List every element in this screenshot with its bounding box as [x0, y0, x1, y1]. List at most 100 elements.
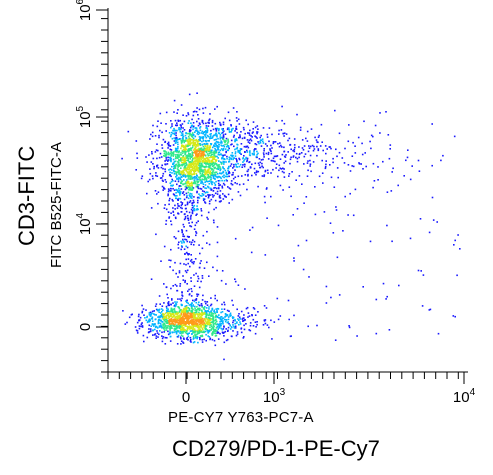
event-dot	[146, 321, 149, 324]
event-dot	[169, 171, 171, 174]
event-dot	[207, 331, 210, 334]
event-dot	[189, 317, 191, 320]
event-dot	[210, 176, 212, 179]
event-dot	[172, 311, 174, 313]
event-dot	[184, 204, 187, 207]
event-dot	[212, 170, 214, 173]
event-dot	[200, 214, 203, 217]
event-dot	[230, 131, 233, 133]
event-dot	[254, 172, 256, 174]
event-dot	[197, 324, 200, 327]
event-dot	[195, 177, 198, 179]
event-dot	[181, 207, 183, 210]
event-dot	[215, 129, 218, 131]
event-dot	[192, 137, 195, 140]
event-dot	[181, 304, 183, 306]
event-dot	[194, 131, 196, 133]
event-dot	[170, 313, 173, 316]
event-dot	[283, 146, 285, 149]
event-dot	[210, 297, 212, 299]
event-dot	[279, 167, 282, 170]
event-dot	[251, 163, 253, 166]
event-dot	[149, 168, 151, 170]
event-dot	[189, 178, 191, 180]
event-dot	[173, 314, 176, 316]
event-dot	[180, 154, 183, 156]
event-dot	[135, 329, 138, 332]
event-dot	[230, 158, 232, 161]
event-dot	[258, 142, 260, 145]
event-dot	[254, 143, 257, 145]
event-dot	[352, 141, 354, 144]
event-dot	[192, 244, 195, 246]
event-dot	[188, 184, 190, 187]
event-dot	[218, 327, 220, 329]
event-dot	[218, 129, 220, 132]
event-dot	[349, 170, 352, 172]
event-dot	[136, 152, 138, 155]
event-dot	[186, 132, 188, 135]
event-dot	[215, 163, 217, 165]
event-dot	[168, 199, 170, 202]
event-dot	[211, 174, 214, 177]
event-dot	[208, 118, 211, 120]
event-dot	[174, 119, 177, 122]
event-dot	[183, 174, 185, 176]
event-dot	[356, 335, 358, 337]
event-dot	[221, 185, 223, 188]
event-dot	[231, 335, 233, 338]
event-dot	[151, 320, 154, 322]
event-dot	[198, 170, 201, 173]
event-dot	[216, 168, 218, 170]
event-dot	[222, 317, 225, 320]
event-dot	[204, 192, 207, 194]
event-dot	[170, 310, 172, 312]
event-dot	[192, 327, 194, 329]
event-dot	[219, 176, 222, 178]
event-dot	[176, 312, 178, 314]
event-dot	[178, 189, 181, 192]
event-dot	[157, 321, 160, 323]
event-dot	[190, 307, 193, 309]
event-dot	[295, 179, 297, 181]
event-dot	[165, 181, 167, 183]
event-dot	[166, 143, 169, 145]
event-dot	[171, 178, 173, 181]
event-dot	[191, 167, 194, 169]
event-dot	[178, 187, 180, 190]
event-dot	[202, 173, 204, 176]
event-dot	[192, 321, 194, 324]
event-dot	[212, 156, 215, 158]
event-dot	[210, 328, 213, 330]
event-dot	[161, 335, 163, 337]
event-dot	[230, 180, 233, 182]
event-dot	[216, 173, 219, 175]
event-dot	[240, 143, 243, 145]
event-dot	[162, 314, 164, 317]
event-dot	[386, 295, 388, 298]
event-dot	[242, 164, 244, 166]
event-dot	[272, 157, 275, 160]
event-dot	[192, 144, 194, 146]
event-dot	[238, 158, 241, 161]
event-dot	[234, 169, 236, 171]
event-dot	[169, 329, 171, 331]
event-dot	[252, 318, 255, 321]
event-dot	[169, 335, 172, 338]
event-dot	[199, 143, 201, 145]
event-dot	[249, 150, 251, 152]
event-dot	[186, 155, 189, 158]
event-dot	[208, 163, 210, 165]
event-dot	[198, 108, 201, 111]
event-dot	[185, 210, 188, 213]
event-dot	[298, 153, 301, 156]
event-dot	[196, 168, 199, 170]
event-dot	[303, 155, 306, 158]
event-dot	[246, 145, 249, 148]
event-dot	[182, 337, 185, 339]
event-dot	[207, 169, 210, 172]
event-dot	[178, 138, 181, 140]
event-dot	[216, 134, 218, 136]
event-dot	[226, 338, 229, 341]
event-dot	[136, 332, 139, 334]
